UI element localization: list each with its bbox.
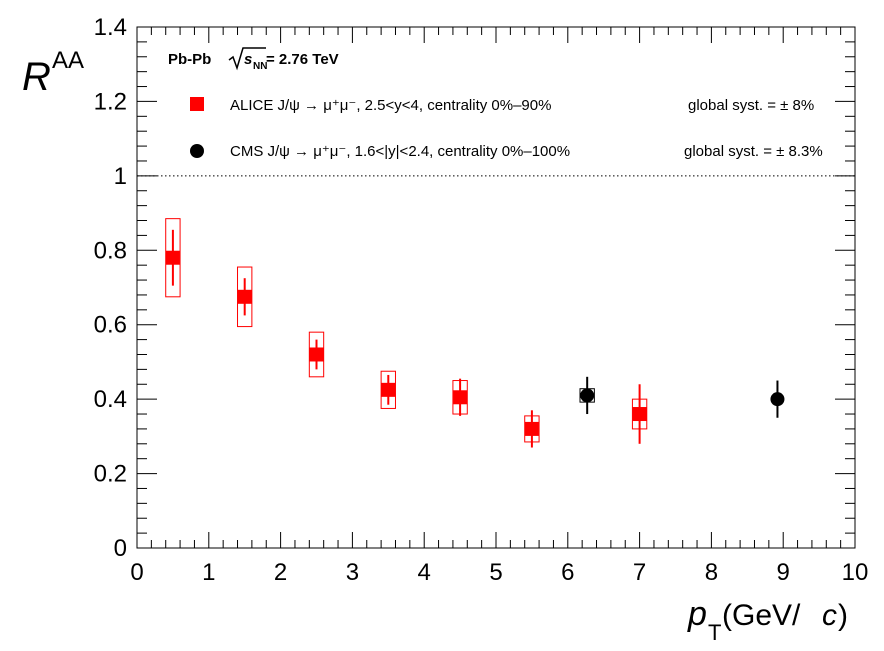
data-points [165,218,785,448]
header-system: Pb-Pb [168,51,211,68]
x-axis-title-unit-italic: c [822,599,837,632]
legend-label-alice: ALICE J/ψ → μ⁺μ⁻, 2.5<y<4, centrality 0%… [230,97,551,114]
x-tick-label: 7 [633,559,646,586]
legend: ALICE J/ψ → μ⁺μ⁻, 2.5<y<4, centrality 0%… [190,97,823,160]
header-energy-symbol: s [244,51,252,68]
x-tick-label: 3 [346,559,359,586]
x-tick-label: 4 [418,559,431,586]
alice-point [452,378,468,416]
alice-marker [165,250,180,265]
x-tick-label: 6 [561,559,574,586]
y-tick-label: 0.2 [94,461,127,488]
x-tick-label: 8 [705,559,718,586]
alice-syst-box [165,218,181,298]
legend-syst-cms: global syst. = ± 8.3% [684,143,823,160]
alice-marker [632,407,647,422]
alice-marker [381,382,396,397]
header-energy-value: = 2.76 TeV [266,51,339,68]
header-energy-sub: NN [253,61,267,72]
legend-marker-cms [190,144,204,158]
axis-ticks [136,26,856,549]
x-axis-title-main: p [687,595,707,633]
y-tick-label: 0.6 [94,312,127,339]
y-axis-title-main: R [22,55,51,99]
legend-label-cms: CMS J/ψ → μ⁺μ⁻, 1.6<|y|<2.4, centrality … [230,143,570,160]
x-tick-label: 10 [842,559,869,586]
x-axis-title-unit-open: (GeV/ [722,599,801,632]
y-tick-label: 0 [114,535,127,562]
cms-marker [580,388,595,403]
alice-syst-box [308,331,325,378]
legend-syst-alice: global syst. = ± 8% [688,97,814,114]
y-axis-title-sub: AA [52,47,84,74]
cms-point [579,376,595,415]
alice-marker [453,390,468,405]
cms-marker [770,392,785,407]
cms-point [770,380,785,418]
x-tick-label: 0 [130,559,143,586]
x-tick-label: 1 [202,559,215,586]
x-axis-title-sub: T [708,620,721,645]
alice-point [524,410,540,448]
alice-syst-box [237,266,253,328]
alice-marker [524,421,539,436]
sqrt-symbol [228,47,266,71]
x-tick-label: 5 [489,559,502,586]
alice-point [308,331,325,378]
tick-labels: 0 1 2 3 4 5 6 7 8 9 10 0 0.2 0.4 0.6 0.8 1 1.2 1.4 [94,14,869,586]
alice-point [237,266,253,328]
x-axis-title: p T (GeV/ c ) [687,595,848,645]
x-axis-title-unit-close: ) [838,599,848,632]
y-tick-label: 1.4 [94,14,127,41]
y-tick-label: 1.2 [94,88,127,115]
y-axis-title: R AA [22,47,84,99]
y-tick-label: 0.4 [94,386,127,413]
alice-marker [237,289,252,304]
alice-point [631,384,648,444]
alice-syst-box [380,370,396,409]
legend-marker-alice [190,97,204,111]
collision-header: Pb-Pb s NN = 2.76 TeV [168,47,339,72]
y-tick-label: 0.8 [94,237,127,264]
x-tick-label: 2 [274,559,287,586]
y-tick-label: 1 [114,163,127,190]
x-tick-label: 9 [777,559,790,586]
alice-marker [309,347,324,362]
alice-point [380,370,396,409]
alice-point [165,218,181,298]
